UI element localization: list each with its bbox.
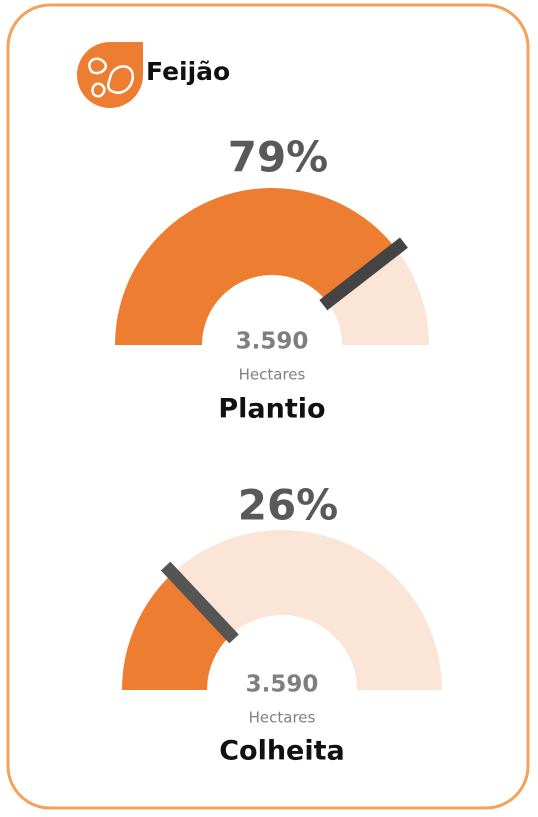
gauge-caption: 3.590	[236, 329, 309, 355]
gauge-track	[327, 248, 429, 345]
gauge-title: Colheita	[219, 736, 345, 767]
gauge-fill	[115, 187, 397, 345]
gauge-percent: 79%	[228, 133, 329, 182]
gauge-needle	[319, 237, 408, 311]
gauge-percent: 26%	[238, 481, 339, 530]
icon	[77, 42, 143, 108]
gauge-track	[172, 530, 442, 690]
gauge-caption: 3.590	[246, 672, 319, 698]
gauge-unit: Hectares	[239, 366, 306, 384]
gauge-unit: Hectares	[249, 709, 316, 727]
gauge-needle	[160, 561, 239, 644]
gauge-fill	[122, 573, 231, 690]
card-title: Feijão	[146, 57, 230, 86]
gauge-title: Plantio	[218, 394, 325, 425]
